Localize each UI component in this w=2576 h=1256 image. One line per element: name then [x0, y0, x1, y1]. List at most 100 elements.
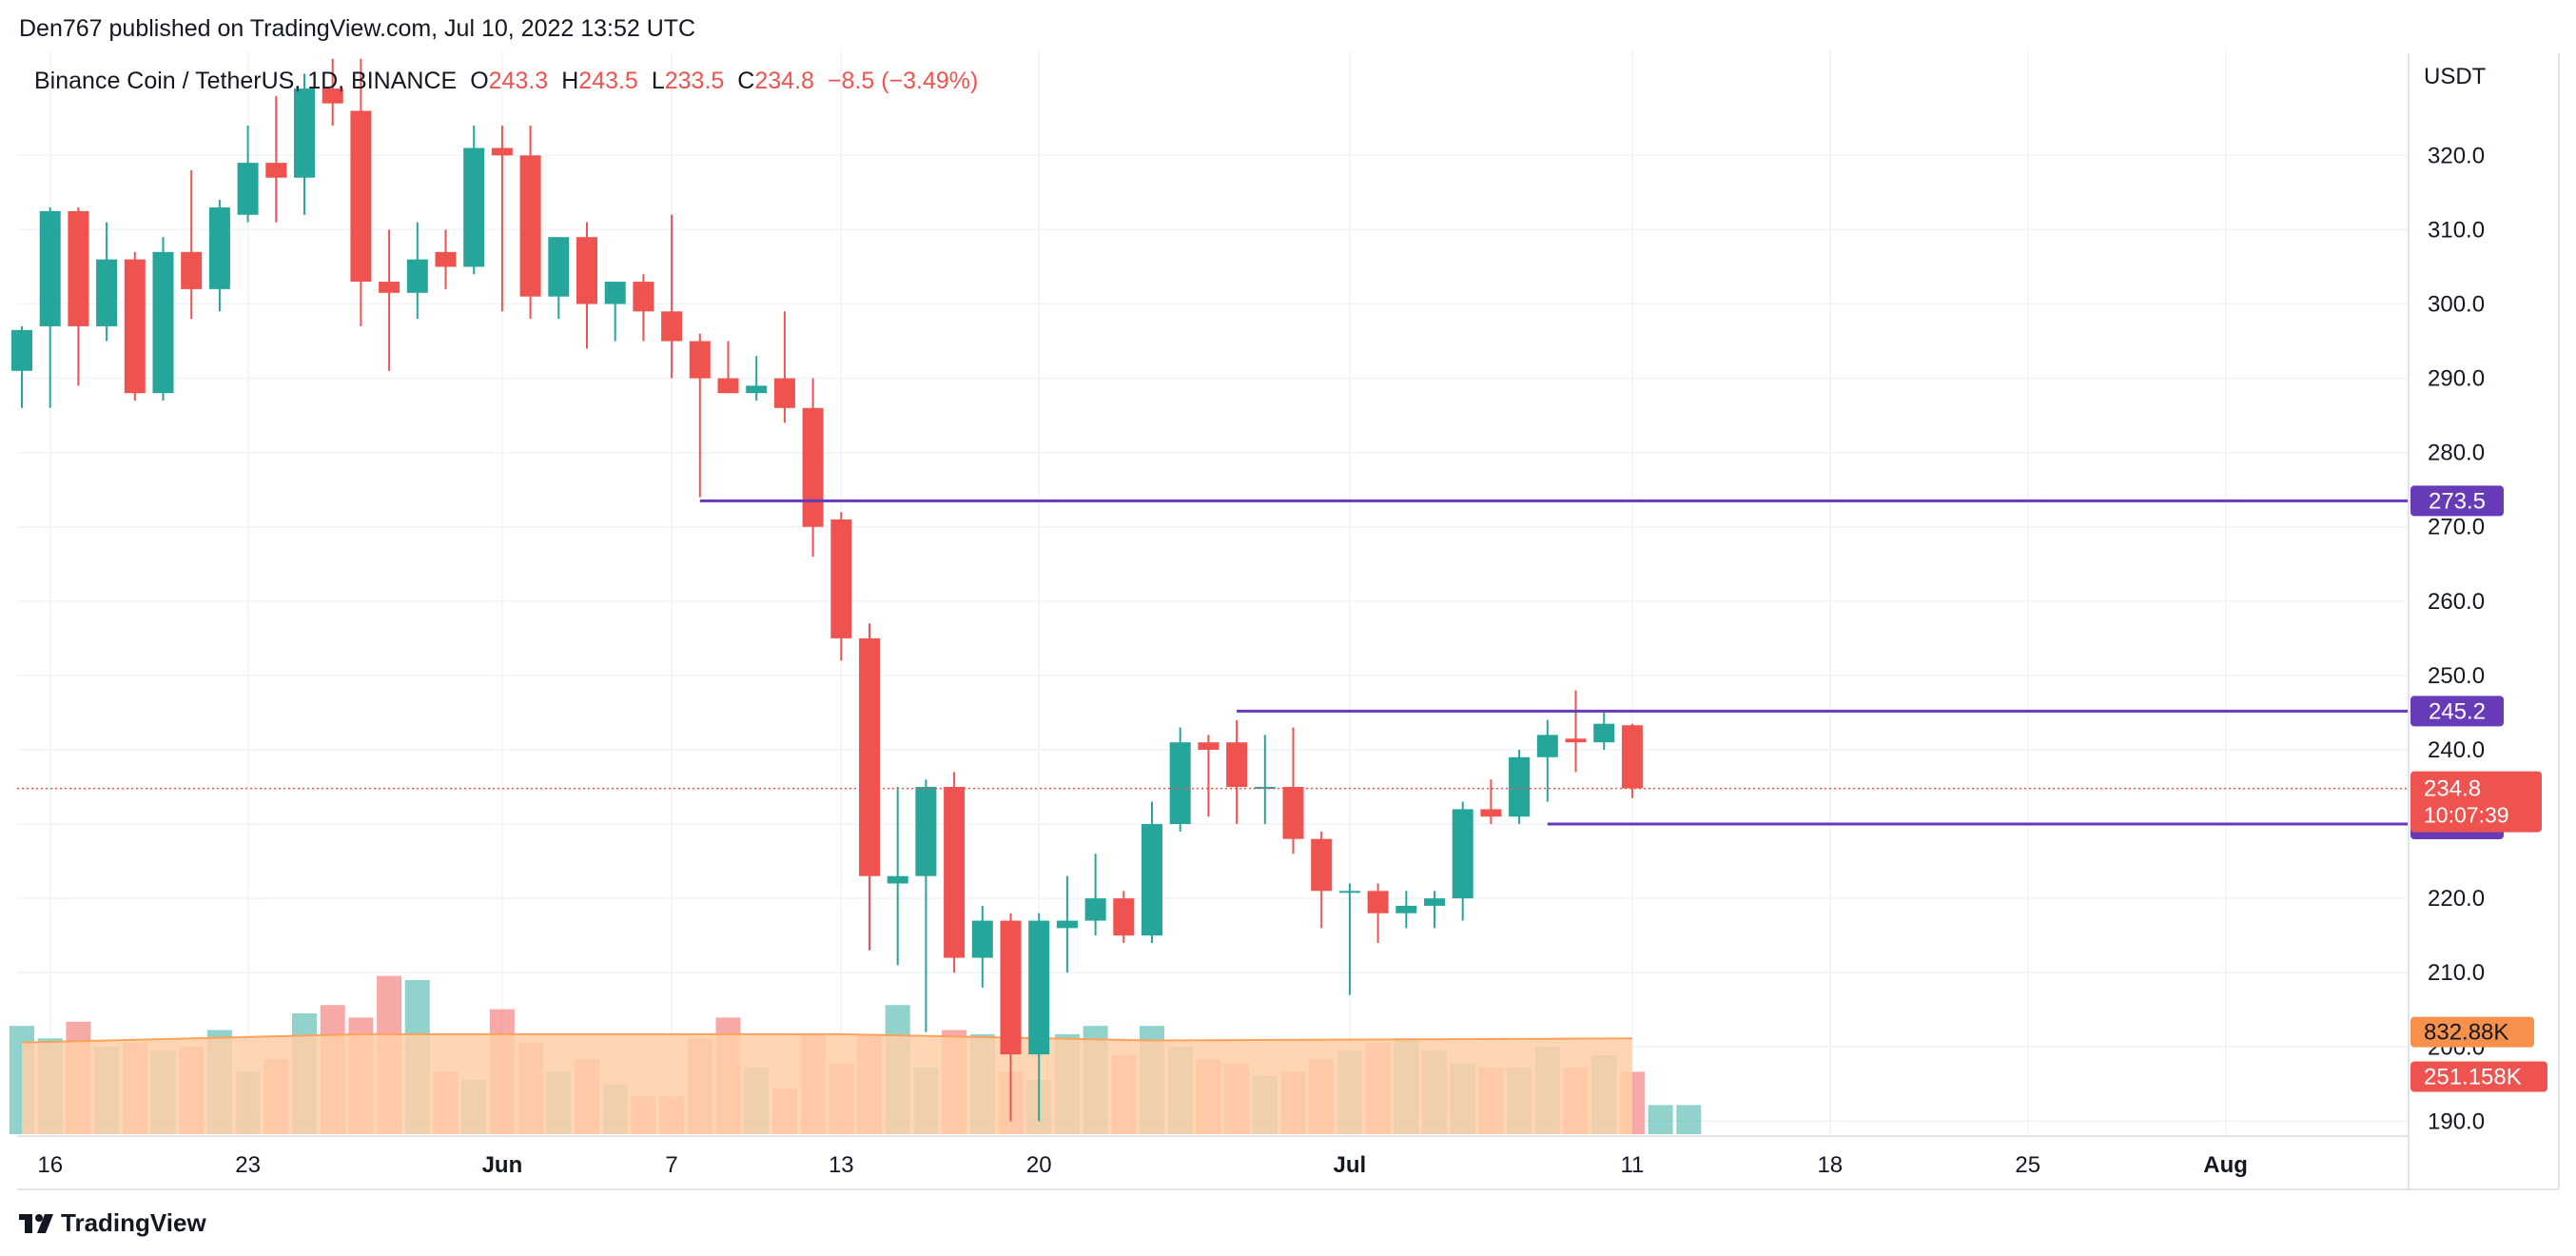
candle-body — [887, 875, 908, 884]
candle — [1452, 801, 1473, 921]
legend-high-label: H — [561, 68, 578, 94]
volume-ma-area — [22, 1033, 1632, 1134]
candle — [915, 779, 937, 1032]
candle-body — [773, 378, 795, 408]
volume-tag-text: 251.158K — [2424, 1065, 2522, 1090]
price-tick-label: 240.0 — [2428, 737, 2485, 763]
candle — [1028, 913, 1050, 1122]
candle-body — [859, 638, 880, 876]
price-axis[interactable]: USDT 190.0200.0210.0220.0230.0240.0250.0… — [2424, 64, 2487, 1134]
legend-open-label: O — [470, 68, 488, 94]
published-line: Den767 published on TradingView.com, Jul… — [19, 15, 695, 42]
candle-body — [463, 147, 485, 267]
candle — [1424, 891, 1445, 929]
chart-grid — [17, 51, 2409, 1136]
candle-body — [633, 282, 654, 312]
last-price-tag — [2410, 771, 2542, 833]
candle — [491, 126, 513, 312]
candle-body — [1056, 920, 1078, 929]
candle-body — [1084, 898, 1106, 921]
candle-body — [1621, 725, 1643, 789]
time-axis[interactable]: 16 23 Jun 7 13 20 Jul 11 18 25 Aug — [37, 1152, 2248, 1178]
candle-body — [1509, 756, 1531, 817]
level-price-tag-text: 273.5 — [2429, 488, 2486, 514]
candle — [96, 222, 118, 342]
candle-body — [548, 237, 570, 297]
candle — [1113, 891, 1135, 943]
chart-legend: Binance Coin / TetherUS, 1D, BINANCE O243… — [34, 68, 978, 94]
candle — [1536, 719, 1558, 802]
candle-body — [1142, 824, 1162, 936]
price-tags: 273.5245.2230.0234.810:07:39832.88K251.1… — [2410, 485, 2547, 1092]
candle — [1056, 875, 1078, 973]
candle — [859, 623, 880, 951]
candle — [548, 237, 570, 320]
candle — [944, 772, 966, 973]
price-tick-label: 290.0 — [2428, 366, 2485, 392]
candle-body — [11, 329, 32, 371]
time-tick-label: Aug — [2203, 1152, 2248, 1178]
candle — [124, 251, 146, 401]
candle — [1169, 727, 1191, 832]
candle — [633, 274, 654, 342]
price-tick-label: 310.0 — [2428, 217, 2485, 243]
candle — [1395, 891, 1417, 929]
candle — [463, 126, 485, 275]
candle-body — [1198, 742, 1220, 750]
candle-body — [661, 311, 683, 342]
candle — [1509, 749, 1531, 825]
legend-low-label: L — [652, 68, 665, 94]
tradingview-logo[interactable]: TradingView — [19, 1208, 206, 1237]
candle — [294, 73, 315, 215]
candle — [1142, 801, 1162, 943]
legend-change: −8.5 (−3.49%) — [828, 68, 978, 94]
candle-body — [237, 163, 259, 215]
price-tick-label: 320.0 — [2428, 143, 2485, 168]
candle — [746, 356, 768, 401]
candle — [689, 333, 711, 498]
candle-body — [1338, 891, 1360, 893]
price-tick-label: 280.0 — [2428, 441, 2485, 466]
level-price-tag-text: 245.2 — [2429, 698, 2486, 724]
level-price-tag — [2410, 485, 2504, 517]
candle — [519, 126, 541, 320]
legend-low-value: 233.5 — [665, 68, 725, 94]
candle — [887, 787, 908, 966]
price-tick-label: 250.0 — [2428, 663, 2485, 689]
candle-body — [39, 210, 61, 326]
candle-body — [152, 251, 174, 394]
candle-body — [576, 237, 597, 304]
level-lines[interactable] — [699, 499, 2409, 826]
volume-tag-text: 832.88K — [2424, 1020, 2508, 1046]
candle — [802, 378, 824, 557]
candle — [350, 58, 372, 326]
candle-body — [830, 519, 852, 638]
time-tick-label: 11 — [1620, 1152, 1644, 1178]
candle — [604, 282, 626, 342]
price-tick-label: 220.0 — [2428, 886, 2485, 912]
candle — [379, 229, 400, 371]
candle-body — [746, 385, 768, 394]
candle-body — [1000, 920, 1022, 1055]
candle-body — [689, 341, 711, 379]
time-tick-label: Jun — [482, 1152, 523, 1178]
candles — [11, 58, 1643, 1122]
candle-body — [1395, 905, 1417, 913]
candle-body — [491, 147, 513, 156]
candle-body — [1367, 891, 1389, 913]
time-tick-label: 18 — [1817, 1152, 1843, 1178]
candle — [773, 311, 795, 423]
candle — [1282, 727, 1304, 854]
candle-body — [1452, 809, 1473, 899]
candle-body — [181, 251, 203, 289]
candle-body — [1169, 742, 1191, 825]
candle-body — [1028, 920, 1050, 1055]
candle — [1367, 883, 1389, 943]
candle — [661, 214, 683, 379]
candle-body — [1565, 738, 1587, 743]
candle-body — [1311, 838, 1333, 892]
candle — [208, 200, 230, 312]
candle-body — [717, 378, 739, 394]
candle — [576, 222, 597, 349]
